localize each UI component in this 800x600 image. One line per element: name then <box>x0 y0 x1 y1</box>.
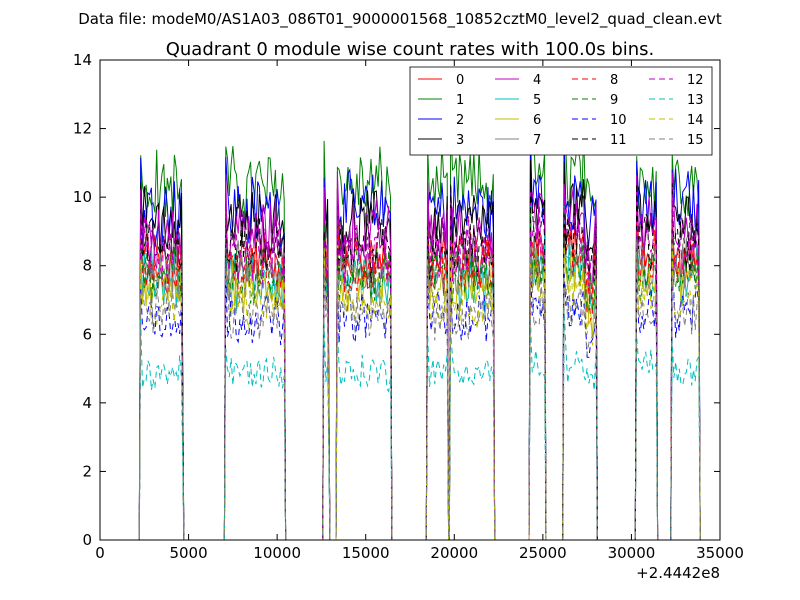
plot-area <box>100 103 701 541</box>
series-line-10 <box>100 262 701 541</box>
axes-frame <box>99 59 721 541</box>
x-tick-label: 10000 <box>253 544 301 562</box>
y-tick-label: 6 <box>82 325 92 343</box>
legend-label-4: 4 <box>533 73 541 88</box>
legend-label-11: 11 <box>610 133 627 148</box>
legend-label-2: 2 <box>456 113 464 128</box>
series-line-15 <box>100 238 701 541</box>
legend-label-12: 12 <box>687 73 704 88</box>
series-line-13 <box>100 308 701 541</box>
y-tick-label: 10 <box>73 188 92 206</box>
series-line-0 <box>100 186 701 541</box>
series-line-4 <box>100 171 701 541</box>
legend-box <box>409 66 713 156</box>
series-line-11 <box>100 183 701 541</box>
legend-label-3: 3 <box>456 133 464 148</box>
series-line-6 <box>100 230 701 541</box>
x-offset-label: +2.4442e8 <box>636 564 720 582</box>
y-tick-label: 0 <box>82 531 92 549</box>
series-line-9 <box>100 210 701 541</box>
x-tick-label: 5000 <box>169 544 207 562</box>
x-tick-label: 0 <box>95 544 105 562</box>
y-tick-label: 4 <box>82 394 92 412</box>
legend-label-1: 1 <box>456 93 464 108</box>
legend-label-9: 9 <box>610 93 618 108</box>
series-line-12 <box>100 186 701 541</box>
series-line-8 <box>100 205 701 541</box>
x-tick-label: 20000 <box>430 544 478 562</box>
legend-label-10: 10 <box>610 113 627 128</box>
x-tick-label: 35000 <box>696 544 744 562</box>
series-line-2 <box>100 130 701 541</box>
legend-label-7: 7 <box>533 133 541 148</box>
legend-label-0: 0 <box>456 73 464 88</box>
figure-suptitle: Data file: modeM0/AS1A03_086T01_90000015… <box>78 10 722 29</box>
y-tick-label: 8 <box>82 257 92 275</box>
legend-label-6: 6 <box>533 113 541 128</box>
y-tick-label: 14 <box>73 51 92 69</box>
series-line-5 <box>100 206 701 541</box>
x-tick-label: 30000 <box>608 544 656 562</box>
legend-label-5: 5 <box>533 93 541 108</box>
y-tick-label: 12 <box>73 120 92 138</box>
legend-label-15: 15 <box>687 133 704 148</box>
series-line-1 <box>100 103 701 541</box>
x-tick-label: 15000 <box>342 544 390 562</box>
y-tick-label: 2 <box>82 462 92 480</box>
series-line-7 <box>100 211 701 541</box>
x-tick-label: 25000 <box>519 544 567 562</box>
legend-label-8: 8 <box>610 73 618 88</box>
series-line-3 <box>100 159 701 541</box>
axis-ticks: 0 5000 10000 15000 20000 25000 30000 35000 0 2 4 6 8… <box>73 51 744 562</box>
legend-label-14: 14 <box>687 113 704 128</box>
chart-title: Quadrant 0 module wise count rates with … <box>166 39 655 60</box>
series-line-14 <box>100 244 701 541</box>
legend-label-13: 13 <box>687 93 704 108</box>
